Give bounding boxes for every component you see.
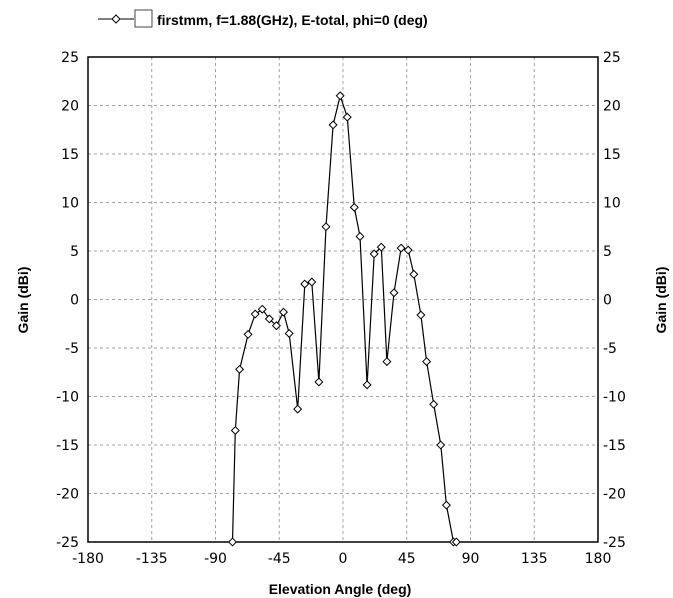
- data-point: [409, 269, 419, 279]
- data-point: [293, 404, 303, 414]
- data-point: [271, 321, 281, 331]
- data-point: [422, 357, 432, 367]
- y-axis-label-left: Gain (dBi): [15, 267, 31, 334]
- data-point: [321, 222, 331, 232]
- y-tick-label-left: 10: [61, 196, 79, 212]
- x-tick-label: -135: [136, 551, 168, 567]
- legend-checkbox[interactable]: [134, 9, 153, 28]
- data-point: [441, 500, 451, 510]
- y-tick-label-right: 10: [603, 196, 621, 212]
- y-axis-label-right: Gain (dBi): [653, 267, 669, 334]
- x-tick-label: -45: [268, 551, 291, 567]
- data-point: [362, 380, 372, 390]
- data-point: [349, 202, 359, 212]
- data-point: [416, 310, 426, 320]
- legend: firstmm, f=1.88(GHz), E-total, phi=0 (de…: [98, 9, 428, 28]
- x-axis: -180 -135 -90 -45 0 45 90 135 180: [72, 551, 611, 567]
- data-point: [278, 307, 289, 317]
- data-point: [328, 120, 338, 130]
- y-tick-label-right: -5: [603, 341, 617, 357]
- y-tick-label-left: -5: [65, 341, 79, 357]
- y-tick-label-right: -20: [603, 487, 626, 503]
- series-group: [227, 91, 461, 547]
- data-point: [250, 309, 260, 319]
- x-tick-label: -180: [72, 551, 104, 567]
- data-point: [389, 288, 399, 298]
- data-point: [376, 242, 386, 252]
- y-tick-label-left: 15: [61, 147, 79, 163]
- data-point: [429, 399, 439, 409]
- y-tick-label-right: 0: [603, 293, 612, 309]
- data-point: [369, 249, 379, 259]
- y-tick-label-right: -15: [603, 438, 626, 454]
- data-point: [307, 277, 317, 287]
- data-point: [243, 329, 253, 339]
- data-point: [382, 357, 392, 367]
- data-point: [451, 537, 461, 547]
- y-tick-label-left: -20: [56, 487, 79, 503]
- data-point: [335, 91, 345, 101]
- y-tick-label-right: -10: [603, 390, 626, 406]
- data-point: [230, 425, 240, 435]
- legend-label: firstmm, f=1.88(GHz), E-total, phi=0 (de…: [157, 12, 428, 28]
- y-tick-label-left: 20: [61, 99, 79, 115]
- data-point: [355, 231, 365, 241]
- y-tick-label-right: 15: [603, 147, 621, 163]
- y-tick-label-right: 25: [603, 50, 621, 66]
- data-point: [403, 245, 413, 255]
- y-axis-left: 25 20 15 10 5 0 -5 -10 -15 -20 -25: [56, 50, 79, 551]
- y-tick-label-left: 5: [70, 244, 79, 260]
- y-tick-label-left: 0: [70, 293, 79, 309]
- x-tick-label: 45: [398, 551, 416, 567]
- y-tick-label-left: -10: [56, 390, 79, 406]
- data-point: [314, 377, 324, 387]
- data-point: [257, 304, 267, 314]
- y-tick-label-left: -25: [56, 535, 79, 551]
- data-point: [235, 364, 245, 374]
- y-tick-label-right: 20: [603, 99, 621, 115]
- x-tick-label: 0: [339, 551, 348, 567]
- x-tick-label: 90: [462, 551, 480, 567]
- data-point: [227, 537, 238, 547]
- data-point: [284, 328, 294, 338]
- x-tick-label: 180: [585, 551, 612, 567]
- x-tick-label: 135: [521, 551, 548, 567]
- y-tick-label-right: -25: [603, 535, 626, 551]
- plot-frame: [87, 56, 599, 543]
- y-tick-label-left: -15: [56, 438, 79, 454]
- y-axis-right: 25 20 15 10 5 0 -5 -10 -15 -20 -25: [603, 50, 626, 551]
- x-tick-label: -90: [204, 551, 227, 567]
- data-point: [342, 112, 352, 122]
- data-point: [300, 279, 310, 289]
- data-point: [436, 440, 446, 450]
- legend-marker: [111, 14, 121, 24]
- grid-lines: [88, 57, 598, 542]
- y-tick-label-right: 5: [603, 244, 612, 260]
- y-tick-label-left: 25: [61, 50, 79, 66]
- x-axis-label: Elevation Angle (deg): [269, 581, 412, 597]
- data-point: [264, 314, 274, 324]
- data-point: [396, 243, 406, 253]
